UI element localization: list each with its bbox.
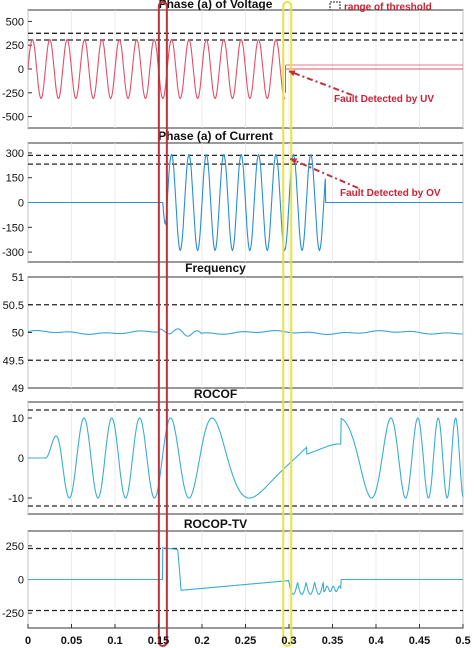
x-tick-label: 0.45 <box>409 635 430 647</box>
series-line <box>27 328 463 337</box>
x-tick-label: 0.1 <box>107 635 122 647</box>
y-tick-label: 49 <box>12 383 24 395</box>
legend: range of threshold <box>329 1 432 13</box>
highlight-fault-detected <box>282 1 293 647</box>
y-tick-label: -500 <box>2 112 24 124</box>
x-tick-label: 0.15 <box>148 635 169 647</box>
x-tick-label: 0.25 <box>235 635 256 647</box>
x-tick-label: 0.35 <box>322 635 343 647</box>
panel-title: Phase (a) of Current <box>158 129 273 143</box>
y-tick-label: 0 <box>18 64 24 76</box>
y-tick-label: 0 <box>18 575 24 587</box>
annotation-arrow <box>289 157 359 189</box>
y-tick-label: -300 <box>2 247 24 259</box>
y-tick-label: 500 <box>6 16 24 28</box>
x-tick-label: 0 <box>25 635 31 647</box>
y-tick-label: 51 <box>12 272 24 284</box>
legend-swatch <box>329 1 341 11</box>
x-tick-label: 0.2 <box>194 635 209 647</box>
panel-1: Phase (a) of Voltage 500 250 0 -250 -500 <box>2 0 464 129</box>
y-tick-label: 150 <box>6 173 24 185</box>
x-tick-label: 0.5 <box>455 635 470 647</box>
y-tick-label: 300 <box>6 148 24 160</box>
series-line <box>28 547 463 595</box>
annotation-label: Fault Detected by OV <box>340 188 441 199</box>
annotation-arrowhead <box>288 70 296 77</box>
annotation-arrow <box>288 70 353 96</box>
panel-3: Frequency 51 50.5 50 49.5 49 <box>3 261 464 395</box>
annotation-arrowhead <box>290 158 298 164</box>
y-tick-label: 50 <box>12 328 24 340</box>
x-tick-label: 0.05 <box>61 635 82 647</box>
panel-title: Phase (a) of Voltage <box>159 0 273 11</box>
panel-title: ROCOP-TV <box>184 517 247 531</box>
y-tick-label: 250 <box>6 541 24 553</box>
x-tick-label: 0.3 <box>281 635 296 647</box>
y-tick-label: -150 <box>2 222 24 234</box>
panel-title: ROCOF <box>194 387 237 401</box>
y-tick-label: 0 <box>18 453 24 465</box>
legend-label: range of threshold <box>344 2 432 13</box>
annotation-label: Fault Detected by UV <box>334 94 434 105</box>
y-tick-label: 250 <box>6 40 24 52</box>
y-tick-label: 50.5 <box>3 300 24 312</box>
panel-title: Frequency <box>185 261 246 275</box>
y-tick-label: 0 <box>18 198 24 210</box>
y-tick-label: -250 <box>2 608 24 620</box>
panel-4: ROCOF 10 0 -10 <box>8 387 464 515</box>
panel-5: ROCOP-TV 250 0 -250 <box>2 517 464 629</box>
y-tick-label: 10 <box>12 413 24 425</box>
highlight-fault-start <box>157 1 168 647</box>
series-line <box>28 417 464 499</box>
y-tick-label: -250 <box>2 88 24 100</box>
series-line <box>28 153 463 252</box>
y-tick-label: -10 <box>8 493 24 505</box>
y-tick-label: 49.5 <box>3 355 24 367</box>
series-line <box>27 38 286 100</box>
panel-2: Phase (a) of Current 300 150 0 -150 -300 <box>2 129 464 263</box>
x-tick-label: 0.4 <box>368 635 384 647</box>
